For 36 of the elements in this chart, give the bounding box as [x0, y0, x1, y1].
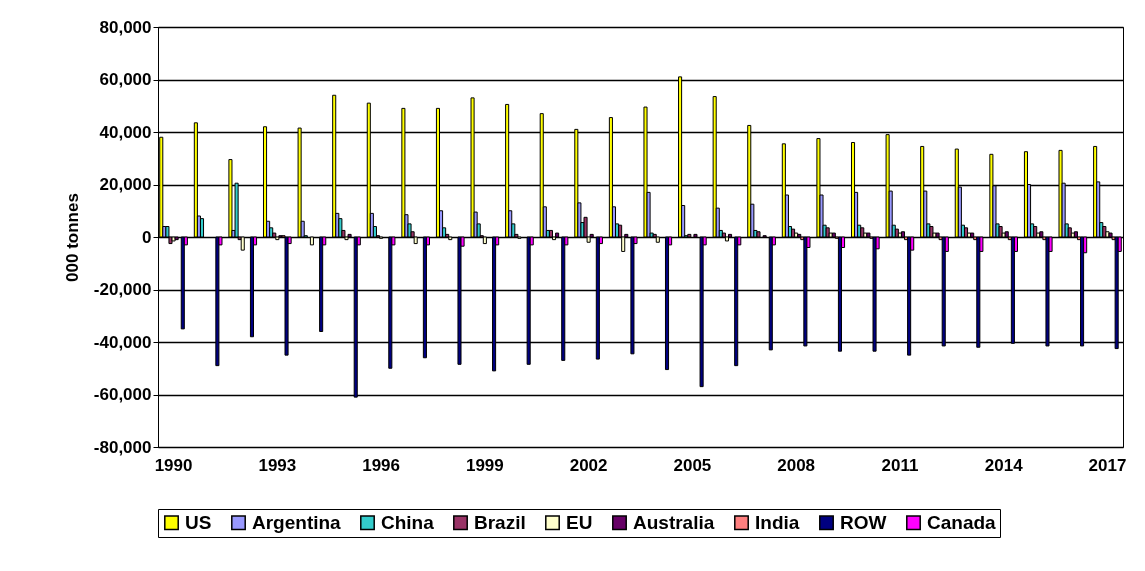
x-tick-label: 1990	[154, 455, 193, 475]
y-tick-label: -40,000	[93, 332, 152, 352]
x-tick-label: 2011	[881, 455, 919, 475]
x-tick-label: 1993	[258, 455, 297, 475]
y-tick-label: 0	[142, 227, 152, 247]
x-tick-label: 2005	[673, 455, 712, 475]
bar	[1067, 227, 1072, 238]
x-tick-label: 1996	[362, 455, 401, 475]
y-tick-label: 80,000	[99, 17, 152, 37]
legend-label: China	[381, 511, 435, 533]
legend-label: India	[755, 511, 800, 533]
y-tick-label: -20,000	[93, 280, 152, 299]
legend-label: Argentina	[252, 511, 342, 533]
y-tick-label: -60,000	[93, 385, 152, 404]
y-tick-label: 60,000	[99, 70, 152, 89]
x-tick-label: 2002	[569, 455, 608, 475]
bar	[1102, 226, 1107, 238]
y-tick-label: 20,000	[99, 175, 152, 194]
bar	[791, 228, 796, 238]
legend-label: Brazil	[474, 511, 526, 533]
legend-label: Canada	[927, 511, 997, 533]
legend-label: ROW	[840, 511, 887, 533]
bar	[894, 228, 899, 238]
x-tick-label: 2017	[1088, 455, 1127, 475]
x-tick-label: 2008	[777, 455, 816, 475]
legend-label: US	[185, 511, 212, 533]
bar	[963, 227, 969, 238]
x-tick-label: 1999	[465, 455, 504, 475]
y-axis-title: 000 tonnes	[62, 193, 82, 282]
y-tick-label: -80,000	[93, 437, 152, 457]
y-tick-label: 40,000	[99, 122, 152, 142]
x-tick-label: 2014	[984, 455, 1024, 475]
legend-label: EU	[566, 511, 593, 533]
bar	[724, 236, 730, 242]
bar	[900, 231, 906, 238]
legend-label: Australia	[633, 511, 715, 533]
